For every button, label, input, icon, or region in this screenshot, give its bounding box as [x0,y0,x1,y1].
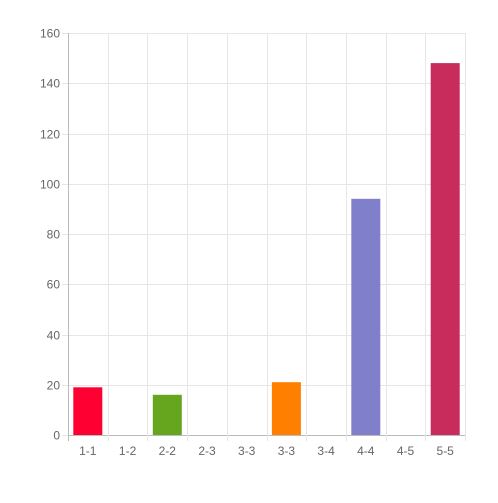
y-tick-label: 100 [40,178,60,192]
y-tick-label: 120 [40,128,60,142]
x-tick-label: 5-5 [437,444,455,458]
x-tick-label: 3-3 [238,444,256,458]
bar [152,394,182,435]
x-tick-label: 3-3 [278,444,296,458]
bar [271,382,301,435]
y-tick-label: 160 [40,27,60,41]
x-axis-ticks: 1-1 1-2 2-2 2-3 3-3 3-3 3-4 4-4 4-5 5-5 [79,444,454,458]
y-axis-ticks: 0 20 40 60 80 100 120 140 160 [40,27,60,443]
x-tick-label: 1-2 [119,444,137,458]
bar [430,63,460,435]
x-tick-label: 1-1 [79,444,97,458]
bar [351,198,381,435]
y-tick-label: 40 [47,329,61,343]
x-tick-label: 3-4 [317,444,335,458]
grid-layer [62,33,466,441]
x-tick-label: 4-4 [357,444,375,458]
y-tick-label: 140 [40,77,60,91]
y-tick-label: 60 [47,278,61,292]
bar-layer [73,63,460,435]
x-tick-label: 2-3 [198,444,216,458]
y-tick-label: 20 [47,379,61,393]
x-tick-label: 4-5 [397,444,415,458]
y-tick-label: 0 [53,429,60,443]
x-tick-label: 2-2 [159,444,177,458]
y-tick-label: 80 [47,228,61,242]
bar [73,387,103,435]
